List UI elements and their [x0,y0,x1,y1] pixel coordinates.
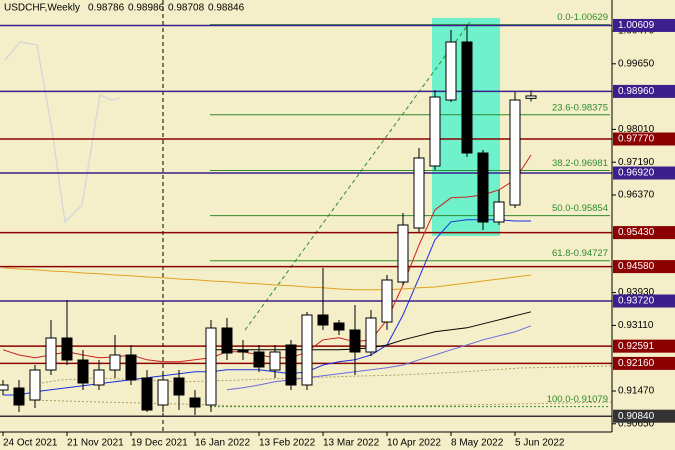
fib-label: 61.8-0.94727 [552,248,608,259]
candle-body [141,377,153,411]
candle-body [221,327,233,354]
level-box [613,260,675,274]
cloud-edge [29,399,613,407]
level-label: 0.92160 [618,358,655,369]
candle-body [349,329,361,353]
candle-body [29,369,41,401]
fib-label: 38.2-0.96981 [552,158,608,169]
x-tick-label: 24 Oct 2021 [3,438,58,449]
candle-body [333,322,345,331]
level-box [613,226,675,240]
level-box [613,18,675,32]
moving-average [2,154,532,363]
moving-average [226,325,532,391]
candle-body [157,379,169,406]
fib-label: 50.0-0.95854 [552,203,608,214]
candle-body [365,317,377,353]
candle-body [397,224,409,283]
y-tick-label: 0.93110 [618,320,654,331]
y-tick-label: 0.97190 [618,157,655,168]
candle-body [477,152,489,223]
candle-body [269,351,281,371]
fib-label: 23.6-0.98375 [552,102,608,113]
x-tick-label: 8 May 2022 [451,438,504,449]
candle-body [0,384,9,391]
y-tick-label: 0.96370 [618,190,655,201]
candle-body [61,337,73,361]
candle-body [93,369,105,386]
candle-body [445,41,457,101]
x-tick-label: 13 Mar 2022 [323,438,380,449]
candle-body [45,337,57,371]
header-close: 0.98846 [208,3,245,14]
level-label: 0.97770 [618,134,655,145]
moving-average [3,219,531,396]
level-box [613,132,675,146]
level-label: 1.00609 [618,20,655,31]
axes: 1.004700.996500.980100.971900.963700.939… [2,18,675,449]
y-tick-label: 0.90650 [618,418,655,429]
level-label: 0.92591 [618,341,655,352]
header-low: 0.98708 [168,3,205,14]
x-tick-label: 5 Jun 2022 [515,438,565,449]
candle-body [285,344,297,386]
level-box [613,339,675,353]
candle-body [205,327,217,406]
header-high: 0.98986 [128,3,165,14]
candle-body [125,354,137,381]
level-box [613,356,675,370]
moving-average [2,267,532,291]
candle-body [429,96,441,167]
level-box [613,409,675,423]
level-label: 0.96920 [618,168,655,179]
x-tick-label: 19 Dec 2021 [131,438,188,449]
candle-body [413,157,425,229]
fib-label: 100.0-0.91079 [547,394,608,405]
y-tick-label: 0.91470 [618,386,655,397]
fib-trendline [244,21,471,331]
candle-body [237,349,249,353]
x-tick-label: 13 Feb 2022 [259,438,316,449]
candle-body [173,377,185,396]
level-box [613,294,675,308]
overlay-symbol-line [4,41,121,224]
chart-title: USDCHF,Weekly [4,3,80,14]
level-box [613,166,675,180]
x-tick-label: 16 Jan 2022 [195,438,250,449]
candle-body [509,99,521,206]
fib-label: 0.0-1.00629 [557,12,608,23]
y-tick-label: 0.93930 [618,287,655,298]
candle-body [381,279,393,323]
candles [0,24,537,415]
candle-body [461,41,473,154]
candle-body [317,314,329,326]
candle-body [109,354,121,371]
candle-body [301,314,313,386]
candle-body [77,359,89,384]
level-box [613,84,675,98]
level-label: 0.93720 [618,296,655,307]
candle-body [189,397,201,408]
candle-body [13,387,25,406]
y-tick-label: 0.98010 [618,124,655,135]
candle-body [525,95,537,99]
y-tick-label: 0.99650 [618,58,655,69]
candle-body [493,201,505,223]
candle-body [253,351,265,368]
x-tick-label: 21 Nov 2021 [67,438,124,449]
level-label: 0.90840 [618,411,655,422]
header-open: 0.98786 [88,3,125,14]
level-label: 0.98960 [618,86,655,97]
x-tick-label: 10 Apr 2022 [387,438,441,449]
level-label: 0.94580 [618,261,655,272]
level-label: 0.95430 [618,227,655,238]
